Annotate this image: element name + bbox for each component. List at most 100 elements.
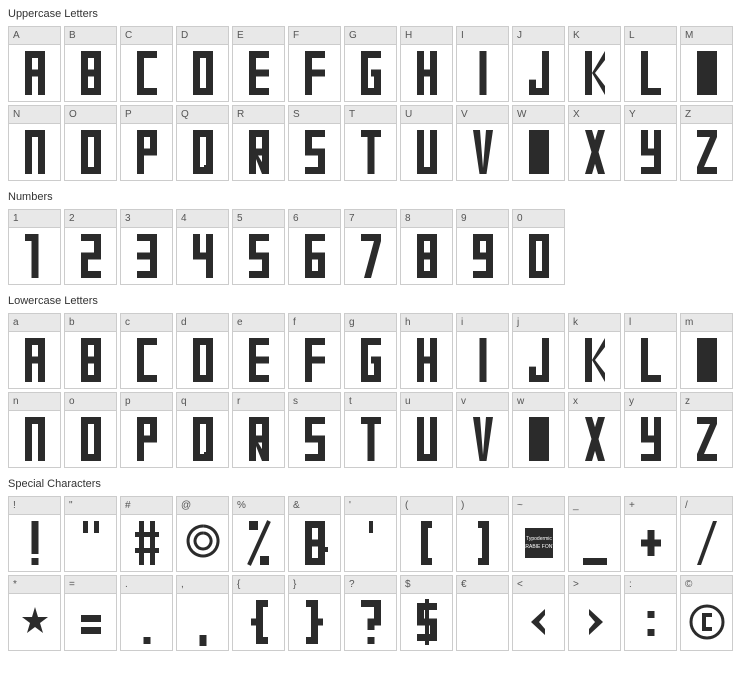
glyph-preview bbox=[513, 332, 564, 388]
glyph-label: j bbox=[513, 314, 564, 332]
glyph-cell: . bbox=[120, 575, 173, 651]
glyph-label: © bbox=[681, 576, 732, 594]
glyph-preview bbox=[513, 124, 564, 180]
glyph-preview bbox=[401, 332, 452, 388]
glyph-preview bbox=[233, 594, 284, 650]
glyph-preview bbox=[345, 228, 396, 284]
glyph-label: f bbox=[289, 314, 340, 332]
glyph-cell: h bbox=[400, 313, 453, 389]
glyph-cell: ~ TypodermicLARABIE FONTS bbox=[512, 496, 565, 572]
glyph-cell: j bbox=[512, 313, 565, 389]
glyph-cell: & bbox=[288, 496, 341, 572]
glyph-label: ? bbox=[345, 576, 396, 594]
glyph-cell: U bbox=[400, 105, 453, 181]
glyph-label: S bbox=[289, 106, 340, 124]
glyph-label: u bbox=[401, 393, 452, 411]
glyph-cell: / bbox=[680, 496, 733, 572]
glyph-preview bbox=[121, 594, 172, 650]
glyph-label: v bbox=[457, 393, 508, 411]
glyph-preview bbox=[569, 45, 620, 101]
glyph-label: R bbox=[233, 106, 284, 124]
glyph-label: _ bbox=[569, 497, 620, 515]
glyph-label: Q bbox=[177, 106, 228, 124]
glyph-label: o bbox=[65, 393, 116, 411]
glyph-cell: m bbox=[680, 313, 733, 389]
glyph-preview bbox=[625, 515, 676, 571]
glyph-cell: < bbox=[512, 575, 565, 651]
section: Uppercase Letters A B C D E F G H I J K … bbox=[8, 8, 740, 181]
glyph-cell: 2 bbox=[64, 209, 117, 285]
glyph-preview bbox=[681, 332, 732, 388]
section-title: Numbers bbox=[8, 191, 740, 203]
glyph-cell: q bbox=[176, 392, 229, 468]
glyph-preview bbox=[681, 411, 732, 467]
glyph-label: ~ bbox=[513, 497, 564, 515]
glyph-label: N bbox=[9, 106, 60, 124]
glyph-cell: k bbox=[568, 313, 621, 389]
glyph-label: h bbox=[401, 314, 452, 332]
glyph-label: P bbox=[121, 106, 172, 124]
glyph-label: z bbox=[681, 393, 732, 411]
glyph-cell: D bbox=[176, 26, 229, 102]
glyph-row: A B C D E F G H I J K L M bbox=[8, 26, 740, 102]
glyph-cell: ? bbox=[344, 575, 397, 651]
glyph-preview bbox=[457, 45, 508, 101]
glyph-cell: z bbox=[680, 392, 733, 468]
glyph-preview bbox=[513, 411, 564, 467]
glyph-preview bbox=[625, 594, 676, 650]
glyph-label: c bbox=[121, 314, 172, 332]
glyph-preview bbox=[65, 332, 116, 388]
glyph-label: G bbox=[345, 27, 396, 45]
glyph-label: 2 bbox=[65, 210, 116, 228]
glyph-label: 9 bbox=[457, 210, 508, 228]
glyph-cell: } bbox=[288, 575, 341, 651]
glyph-preview bbox=[177, 515, 228, 571]
section: Special Characters ! " # @ % & ' ( ) ~ T… bbox=[8, 478, 740, 651]
glyph-preview bbox=[401, 228, 452, 284]
glyph-preview bbox=[289, 411, 340, 467]
glyph-label: D bbox=[177, 27, 228, 45]
svg-text:LARABIE FONTS: LARABIE FONTS bbox=[519, 544, 559, 550]
glyph-cell: P bbox=[120, 105, 173, 181]
glyph-preview bbox=[177, 45, 228, 101]
glyph-preview bbox=[9, 594, 60, 650]
glyph-label: 4 bbox=[177, 210, 228, 228]
glyph-label: a bbox=[9, 314, 60, 332]
glyph-preview bbox=[121, 411, 172, 467]
glyph-row: * = . , { } ? $ € < > : © bbox=[8, 575, 740, 651]
glyph-label: r bbox=[233, 393, 284, 411]
glyph-label: T bbox=[345, 106, 396, 124]
glyph-cell: © bbox=[680, 575, 733, 651]
glyph-row: n o p q r s t u v w x y z bbox=[8, 392, 740, 468]
glyph-preview bbox=[177, 411, 228, 467]
section: Lowercase Letters a b c d e f g h i j k … bbox=[8, 295, 740, 468]
glyph-cell: 8 bbox=[400, 209, 453, 285]
glyph-cell: O bbox=[64, 105, 117, 181]
glyph-label: < bbox=[513, 576, 564, 594]
section: Numbers 1 2 3 4 5 6 7 8 9 0 bbox=[8, 191, 740, 285]
glyph-cell: 0 bbox=[512, 209, 565, 285]
glyph-label: + bbox=[625, 497, 676, 515]
glyph-preview bbox=[513, 594, 564, 650]
glyph-cell: g bbox=[344, 313, 397, 389]
glyph-label: Y bbox=[625, 106, 676, 124]
glyph-label: d bbox=[177, 314, 228, 332]
glyph-cell: " bbox=[64, 496, 117, 572]
glyph-label: ( bbox=[401, 497, 452, 515]
glyph-preview bbox=[289, 45, 340, 101]
glyph-preview bbox=[9, 228, 60, 284]
glyph-cell: 4 bbox=[176, 209, 229, 285]
glyph-preview bbox=[233, 332, 284, 388]
glyph-preview bbox=[121, 45, 172, 101]
glyph-cell: c bbox=[120, 313, 173, 389]
glyph-preview bbox=[625, 124, 676, 180]
glyph-preview bbox=[457, 594, 508, 650]
glyph-cell: r bbox=[232, 392, 285, 468]
glyph-preview bbox=[233, 411, 284, 467]
glyph-label: € bbox=[457, 576, 508, 594]
glyph-label: / bbox=[681, 497, 732, 515]
glyph-cell: R bbox=[232, 105, 285, 181]
glyph-preview bbox=[289, 594, 340, 650]
glyph-cell: 5 bbox=[232, 209, 285, 285]
glyph-cell: u bbox=[400, 392, 453, 468]
